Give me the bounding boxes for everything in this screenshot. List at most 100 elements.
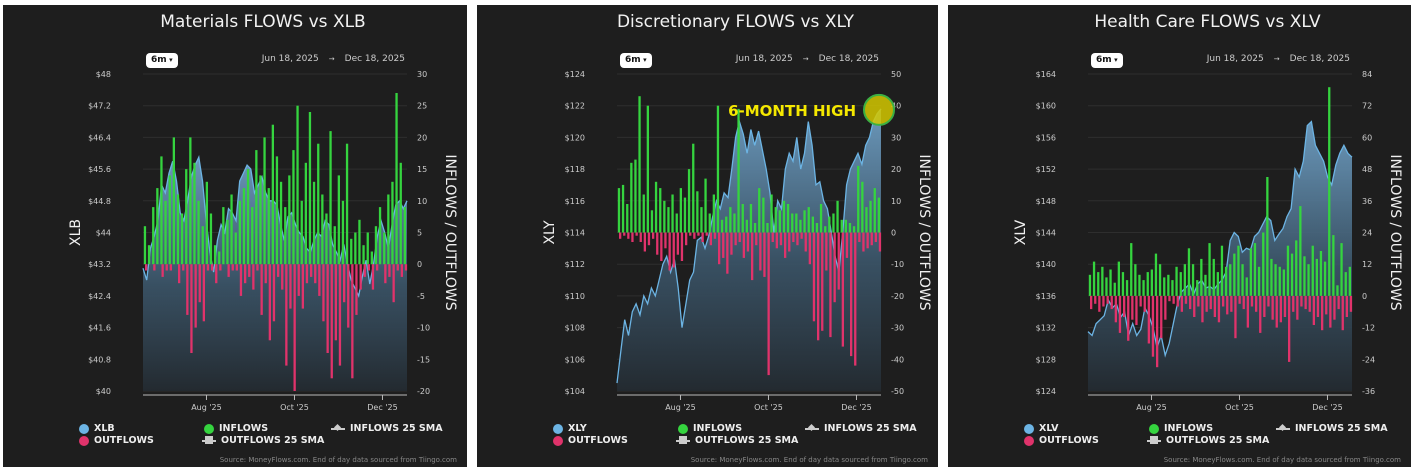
- inflow-bar: [638, 96, 641, 233]
- inflow-bar: [840, 219, 843, 233]
- inflow-bar: [222, 207, 225, 265]
- outflow-bar: [734, 232, 737, 246]
- range-end-date[interactable]: Dec 18, 2025: [1289, 54, 1350, 64]
- y-left-tick-label: $106: [565, 355, 585, 364]
- range-selector-button[interactable]: 6m ▾: [620, 53, 652, 68]
- inflow-bar: [844, 219, 847, 233]
- outflow-bar: [804, 232, 807, 252]
- inflow-bar: [634, 159, 637, 233]
- legend-item-price[interactable]: XLV: [1024, 423, 1058, 434]
- outflow-bar: [334, 264, 337, 341]
- source-note: Source: MoneyFlows.com. End of day data …: [219, 456, 457, 464]
- inflow-bar: [626, 204, 629, 233]
- y-left-tick-label: $104: [565, 387, 585, 396]
- range-start-date[interactable]: Jun 18, 2025: [261, 54, 319, 64]
- outflow-bar: [343, 264, 346, 303]
- legend-item-inflows-sma[interactable]: INFLOWS 25 SMA: [331, 423, 443, 434]
- inflow-bar: [1117, 261, 1120, 296]
- range-selector-button[interactable]: 6m ▾: [1091, 53, 1123, 68]
- price-dot-icon: [79, 423, 89, 434]
- inflow-bar: [753, 223, 757, 233]
- outflow-bar: [763, 232, 766, 277]
- legend-item-price[interactable]: XLB: [79, 423, 115, 434]
- outflow-bar: [1151, 295, 1155, 357]
- inflow-bar: [1336, 285, 1339, 296]
- x-tick-label: Dec '25: [1312, 403, 1342, 412]
- inflow-bar: [321, 194, 324, 265]
- range-start-date[interactable]: Jun 18, 2025: [735, 54, 793, 64]
- legend-label: XLB: [94, 423, 115, 434]
- range-selector-button[interactable]: 6m ▾: [146, 53, 178, 68]
- y-left-tick-label: $40: [96, 387, 111, 396]
- legend-item-inflows[interactable]: INFLOWS: [1149, 423, 1213, 434]
- inflow-bar: [1237, 245, 1240, 296]
- inflow-bar: [696, 191, 699, 233]
- inflow-bar: [749, 204, 753, 233]
- outflow-bar: [206, 264, 210, 271]
- inflow-bar: [143, 226, 147, 265]
- outflow-bar: [338, 264, 342, 366]
- legend-item-outflows[interactable]: OUTFLOWS: [553, 435, 628, 446]
- outflow-bar: [850, 232, 853, 357]
- inflow-bar: [1163, 277, 1166, 296]
- x-tick-label: Aug '25: [1136, 403, 1167, 412]
- legend-item-outflows[interactable]: OUTFLOWS: [1024, 435, 1099, 446]
- legend-item-outflows[interactable]: OUTFLOWS: [79, 435, 154, 446]
- outflow-bar: [268, 264, 271, 341]
- outflow-bar: [248, 264, 251, 277]
- legend-item-inflows-sma[interactable]: INFLOWS 25 SMA: [1276, 423, 1388, 434]
- inflow-bar: [370, 251, 373, 265]
- inflow-bar: [366, 232, 369, 265]
- outflow-bar: [701, 232, 704, 242]
- outflow-bar: [709, 232, 712, 246]
- legend-label: OUTFLOWS: [94, 435, 154, 446]
- range-start-date[interactable]: Jun 18, 2025: [1206, 54, 1264, 64]
- chevron-down-icon: ▾: [1111, 56, 1118, 64]
- inflow-bar: [1121, 272, 1125, 296]
- legend-item-outflows-sma[interactable]: OUTFLOWS 25 SMA: [202, 435, 324, 446]
- y-right-tick-label: -20: [417, 387, 430, 396]
- inflow-bar: [1191, 264, 1195, 296]
- outflow-bar: [1349, 295, 1353, 312]
- y-right-tick-label: 20: [891, 165, 901, 174]
- legend-item-inflows[interactable]: INFLOWS: [678, 423, 742, 434]
- legend: XLV OUTFLOWS INFLOWS OUTFLOWS 25 SMA INFLOWS…: [948, 423, 1411, 453]
- outflow-bar: [1168, 295, 1171, 302]
- range-end-date[interactable]: Dec 18, 2025: [344, 54, 405, 64]
- y-left-tick-label: $148: [1036, 197, 1056, 206]
- arrow-right-icon: →: [802, 55, 809, 63]
- inflow-bar: [704, 178, 707, 233]
- outflow-bar: [825, 232, 828, 271]
- y-left-tick-label: $46.4: [88, 133, 111, 142]
- outflow-bar: [231, 264, 234, 271]
- legend-item-outflows-sma[interactable]: OUTFLOWS 25 SMA: [1147, 435, 1269, 446]
- inflow-bar: [1344, 272, 1347, 296]
- inflow-bar: [362, 245, 365, 265]
- y-right-tick-label: 0: [417, 260, 422, 269]
- inflow-bar: [345, 143, 349, 265]
- inflow-bar: [786, 204, 790, 233]
- inflow-bar: [679, 188, 682, 233]
- outflow-bar: [301, 264, 304, 309]
- inflow-bar: [675, 213, 678, 233]
- source-note: Source: MoneyFlows.com. End of day data …: [1163, 456, 1401, 464]
- legend-item-outflows-sma[interactable]: OUTFLOWS 25 SMA: [676, 435, 798, 446]
- outflow-bar: [652, 232, 655, 239]
- inflow-bar: [630, 162, 633, 233]
- legend-item-inflows-sma[interactable]: INFLOWS 25 SMA: [805, 423, 917, 434]
- x-tick-label: Aug '25: [191, 403, 222, 412]
- outflow-bar: [792, 232, 795, 242]
- inflow-bar: [700, 207, 703, 233]
- outflow-bar: [376, 264, 379, 271]
- range-end-date[interactable]: Dec 18, 2025: [818, 54, 879, 64]
- outflow-bar: [812, 232, 816, 322]
- legend-item-price[interactable]: XLY: [553, 423, 587, 434]
- legend-item-inflows[interactable]: INFLOWS: [204, 423, 268, 434]
- y-left-axis-title: XLB: [68, 219, 84, 246]
- y-right-tick-label: -15: [417, 355, 430, 364]
- inflow-bar: [1200, 258, 1203, 296]
- y-right-axis-title: INFLOWS / OUTFLOWS: [916, 154, 932, 310]
- outflow-bar: [779, 232, 783, 246]
- outflow-bar: [854, 232, 857, 366]
- inflow-bar: [1319, 251, 1323, 296]
